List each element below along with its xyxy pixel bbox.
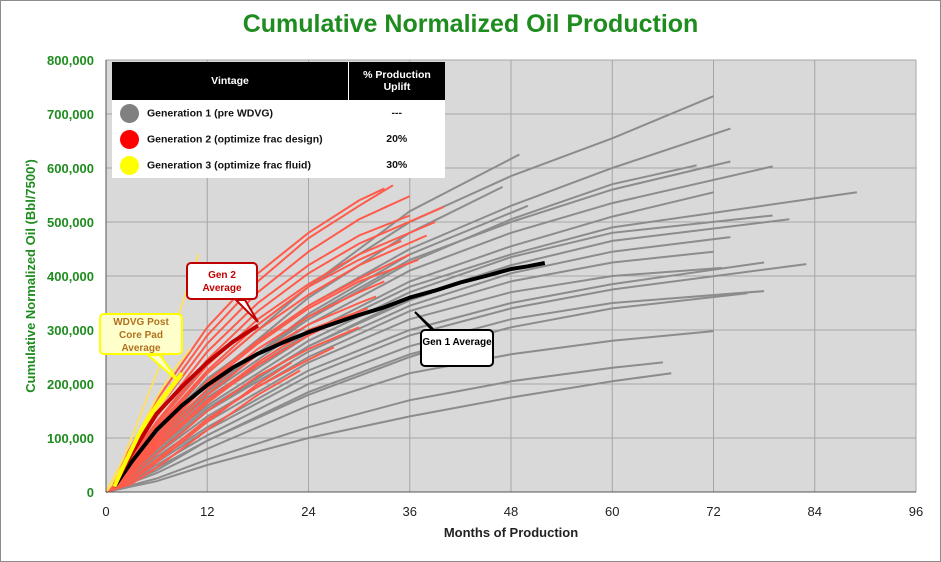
legend-table: Vintage % Production Uplift Generation 1… [112, 62, 445, 178]
x-tick-label: 0 [102, 504, 109, 519]
x-tick-label: 60 [605, 504, 619, 519]
legend-label: Generation 1 (pre WDVG) [147, 106, 274, 119]
x-tick-label: 48 [504, 504, 518, 519]
y-tick-label: 200,000 [47, 377, 94, 392]
gen1-well-curve [105, 372, 672, 493]
gen2-callout-pointer [233, 299, 259, 323]
legend-header-vintage: Vintage [112, 62, 349, 100]
gen2-swatch-icon [120, 129, 139, 149]
y-axis-label: Cumulative Normalized Oil (Bbl/7500') [23, 159, 38, 393]
legend-uplift: 30% [386, 159, 408, 171]
gen2-well-curve [105, 307, 368, 493]
legend-header-uplift: % Production Uplift [348, 62, 445, 100]
gen1-average-line [112, 261, 546, 488]
x-tick-label: 36 [403, 504, 417, 519]
legend-uplift: --- [391, 107, 403, 119]
gen1-well-curve [105, 263, 807, 493]
wdvg-callout-pointer [145, 354, 179, 382]
legend-label: Generation 3 (optimize frac fluid) [147, 158, 311, 171]
y-tick-label: 600,000 [47, 161, 94, 176]
y-tick-label: 400,000 [47, 269, 94, 284]
legend-row: Generation 2 (optimize frac design) 20% [112, 126, 445, 152]
legend-row: Generation 1 (pre WDVG) --- [112, 100, 445, 126]
legend-header-row: Vintage % Production Uplift [112, 62, 445, 100]
gen1-well-curve [105, 261, 765, 493]
gen2-well-curve [105, 295, 377, 493]
gen2-average-callout: Gen 2 Average [186, 262, 258, 300]
gen2-well-curve [105, 258, 419, 493]
gen1-well-curve [105, 290, 765, 493]
gen1-well-curve [105, 292, 748, 493]
y-tick-label: 800,000 [47, 53, 94, 68]
gen2-well-curve [105, 369, 301, 493]
x-tick-label: 12 [200, 504, 214, 519]
x-tick-label: 72 [706, 504, 720, 519]
wdvg-average-line [112, 371, 184, 488]
legend-row: Generation 3 (optimize frac fluid) 30% [112, 152, 445, 178]
legend-label: Generation 2 (optimize frac design) [147, 132, 323, 145]
chart-title: Cumulative Normalized Oil Production [242, 10, 699, 38]
y-tick-label: 0 [87, 485, 94, 500]
legend-uplift: 20% [386, 133, 408, 145]
gen2-well-curve [105, 346, 335, 493]
x-tick-label: 24 [301, 504, 315, 519]
x-tick-label: 84 [808, 504, 822, 519]
gen3-swatch-icon [120, 155, 139, 175]
wdvg-average-callout: WDVG Post Core Pad Average [99, 313, 183, 355]
y-tick-label: 300,000 [47, 323, 94, 338]
axis-ticks: 0 12 24 36 48 60 72 84 96 0 100,000 200,000 300,000 4… [47, 53, 923, 519]
y-tick-label: 100,000 [47, 431, 94, 446]
x-axis-label: Months of Production [444, 525, 578, 540]
gen1-average-callout: Gen 1 Average [420, 329, 494, 367]
gen1-well-curve [105, 236, 731, 493]
y-tick-label: 500,000 [47, 215, 94, 230]
gen2-well-curve [105, 326, 360, 493]
average-curves [112, 261, 546, 488]
y-tick-label: 700,000 [47, 107, 94, 122]
gen2-well-curve [105, 361, 293, 493]
gen1-swatch-icon [120, 103, 139, 123]
gen1-well-curve [105, 361, 664, 493]
x-tick-label: 96 [909, 504, 923, 519]
gen1-well-curve [105, 330, 714, 493]
gen1-well-curve [105, 266, 722, 493]
